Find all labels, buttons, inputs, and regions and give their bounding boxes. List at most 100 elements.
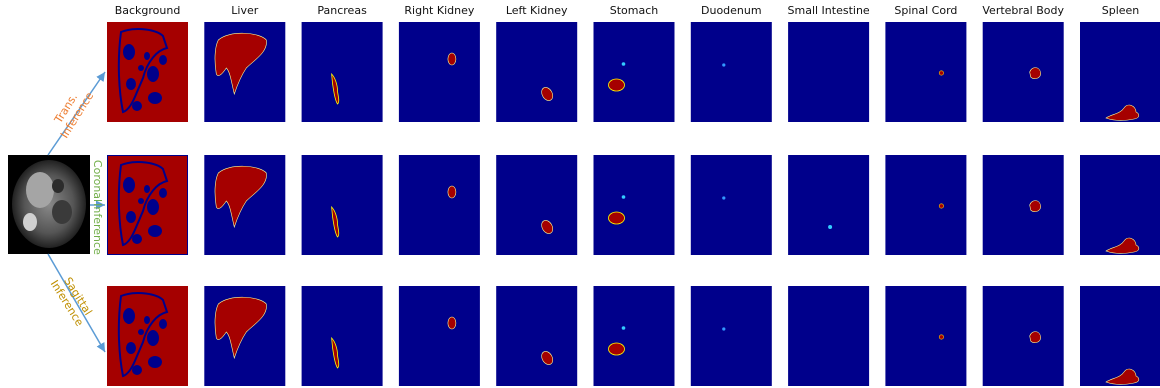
hole [126,342,136,354]
panel-bg [594,286,675,386]
blob [1030,68,1041,79]
panel-bg [885,286,966,386]
blob [939,71,943,75]
blob [939,335,943,339]
panel-bg [691,286,772,386]
column-title: Vertebral Body [982,4,1064,17]
hole [132,365,142,375]
panel-bg [788,155,869,255]
panel-bg [594,22,675,122]
hole [138,65,144,71]
figure: Trans.Inference CoronalInference SagittalI… [0,0,1160,388]
column-title: Spleen [1102,4,1140,17]
hole [123,44,135,60]
blob [622,62,626,66]
row-label-line: Coronal [91,160,104,202]
panel-bg [399,155,480,255]
row-label-line: Inference [91,203,104,255]
map-panel [594,22,675,122]
input-image [8,155,90,254]
map-panel [496,155,577,255]
map-panel [302,286,383,386]
map-panel [399,286,480,386]
blob [609,212,625,224]
map-panel [204,155,285,255]
map-panel [788,22,869,122]
map-panel [788,155,869,255]
blob [1030,332,1041,343]
hole [148,356,162,368]
map-panel [788,286,869,386]
column-title: Pancreas [317,4,367,17]
blob [722,196,725,199]
map-panel [1080,22,1160,122]
column-title: Duodenum [701,4,762,17]
row-label: SagittalInference [48,271,98,329]
blob [722,327,725,330]
panel-bg [983,22,1064,122]
map-panel [885,155,966,255]
panel-bg [983,286,1064,386]
hole [147,66,159,82]
map-panel [107,22,188,122]
hole [123,308,135,324]
hole [126,78,136,90]
map-panel [496,22,577,122]
panel-bg [594,155,675,255]
panel-bg [691,155,772,255]
hole [159,188,167,198]
column-title: Small Intestine [788,4,870,17]
blob [622,326,626,330]
panel-bg [302,22,383,122]
panel-bg [399,22,480,122]
panel-bg [788,22,869,122]
blob [448,317,456,329]
map-panel [496,286,577,386]
hole [159,55,167,65]
map-panel [885,286,966,386]
blob [828,225,832,229]
map-panel [302,22,383,122]
map-panel [1080,155,1160,255]
map-panel [399,155,480,255]
panel-bg [1080,155,1160,255]
hole [126,211,136,223]
map-panel [204,286,285,386]
map-panel [691,155,772,255]
hole [144,185,150,193]
map-panel [594,155,675,255]
map-panel [983,155,1064,255]
map-panel [983,22,1064,122]
row-label: Trans.Inference [47,83,97,141]
column-title: Spinal Cord [894,4,957,17]
hole [132,101,142,111]
panel-bg [983,155,1064,255]
map-panel [691,286,772,386]
panel-bg [302,155,383,255]
map-panel [983,286,1064,386]
panel-bg [496,155,577,255]
hole [147,199,159,215]
hole [138,198,144,204]
map-panel [691,22,772,122]
column-title: Right Kidney [404,4,474,17]
map-panel [594,286,675,386]
map-panel [1080,286,1160,386]
map-panel [302,155,383,255]
hole [132,234,142,244]
panel-bg [1080,286,1160,386]
blob [609,343,625,355]
hole [148,92,162,104]
column-title: Liver [231,4,258,17]
blob [448,53,456,65]
panel-bg [788,286,869,386]
hole [138,329,144,335]
panel-bg [399,286,480,386]
hole [123,177,135,193]
blob [622,195,626,199]
panel-bg [691,22,772,122]
map-panel [885,22,966,122]
hole [144,52,150,60]
map-panel [107,155,188,255]
panel-bg [1080,22,1160,122]
